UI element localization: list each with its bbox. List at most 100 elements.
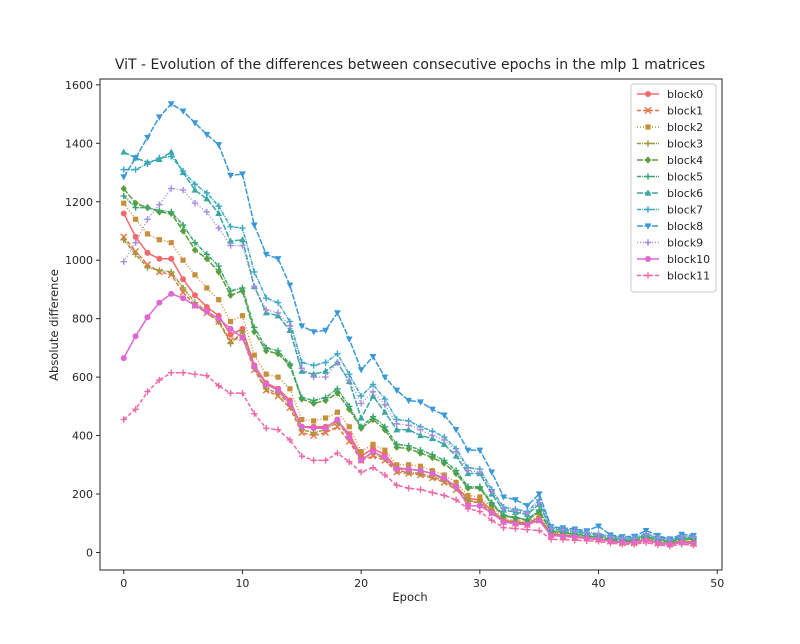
- data-point-block9: [239, 242, 246, 249]
- data-point-block6: [120, 148, 128, 155]
- data-point-block5: [120, 192, 127, 200]
- data-point-block8: [155, 114, 163, 121]
- data-point-block9: [156, 201, 163, 208]
- data-point-block4: [334, 389, 341, 397]
- x-tick-label: 10: [235, 577, 249, 590]
- data-point-block7: [215, 202, 222, 210]
- legend-swatch-marker: [644, 223, 652, 230]
- data-point-block9: [357, 400, 365, 407]
- data-point-block7: [120, 166, 127, 173]
- legend-swatch-marker: [645, 256, 651, 262]
- data-point-block2: [121, 200, 127, 206]
- legend-label: block5: [667, 171, 703, 184]
- legend-swatch-marker: [644, 239, 652, 246]
- data-point-block5: [476, 483, 484, 490]
- data-point-block11: [535, 527, 543, 534]
- data-point-block11: [654, 541, 662, 549]
- data-point-block10: [417, 467, 424, 474]
- data-point-block8: [179, 108, 187, 115]
- data-point-block11: [524, 526, 531, 533]
- data-point-block2: [299, 416, 305, 423]
- legend-item-block5: block5: [637, 171, 703, 184]
- data-point-block7: [322, 359, 329, 366]
- data-point-block10: [441, 474, 448, 481]
- data-point-block2: [180, 257, 186, 263]
- data-point-block10: [275, 387, 282, 394]
- data-point-block2: [382, 447, 388, 453]
- legend-swatch-marker: [645, 91, 651, 97]
- data-point-block9: [405, 422, 412, 429]
- series-block1: [120, 233, 698, 548]
- plot-frame: [99, 78, 723, 571]
- y-tick-label: 1000: [65, 254, 93, 267]
- data-point-block10: [500, 518, 507, 525]
- data-point-block2: [358, 449, 364, 455]
- data-point-block11: [381, 471, 389, 479]
- data-point-block2: [216, 297, 222, 303]
- data-point-block5: [334, 385, 341, 392]
- data-point-block7: [239, 224, 246, 232]
- data-point-block11: [144, 388, 151, 395]
- data-point-block11: [405, 484, 412, 492]
- data-point-block9: [369, 388, 377, 395]
- data-point-block6: [452, 452, 460, 459]
- data-point-block11: [441, 492, 448, 499]
- data-point-block10: [559, 533, 566, 540]
- data-point-block9: [203, 208, 211, 216]
- data-point-block5: [179, 221, 187, 229]
- data-point-block7: [357, 392, 365, 400]
- legend-label: block8: [667, 220, 703, 233]
- data-point-block8: [262, 251, 270, 258]
- legend-item-block9: block9: [637, 237, 703, 250]
- x-tick-label: 40: [592, 577, 606, 590]
- data-point-block10: [429, 470, 436, 477]
- data-point-block5: [322, 394, 329, 401]
- series-block5: [120, 192, 697, 545]
- data-point-block8: [476, 447, 484, 454]
- legend-item-block10: block10: [637, 253, 710, 266]
- data-point-block8: [440, 412, 448, 419]
- data-point-block2: [275, 374, 281, 380]
- data-point-block3: [132, 251, 139, 258]
- data-point-block8: [120, 174, 128, 181]
- data-point-block10: [298, 423, 305, 430]
- data-point-block5: [251, 324, 258, 331]
- data-point-block6: [417, 431, 424, 439]
- data-point-block5: [227, 287, 234, 295]
- y-tick-label: 0: [86, 546, 93, 559]
- data-point-block9: [571, 527, 579, 535]
- data-point-block4: [251, 328, 258, 336]
- data-point-block9: [417, 426, 424, 433]
- data-point-block11: [286, 436, 294, 444]
- data-point-block6: [239, 236, 246, 243]
- data-point-block8: [464, 447, 472, 454]
- data-point-block11: [322, 457, 329, 464]
- data-point-block3: [168, 268, 175, 276]
- legend-swatch-marker: [644, 206, 652, 213]
- series-line-block6: [123, 151, 694, 542]
- data-point-block10: [346, 434, 353, 441]
- data-point-block8: [334, 310, 341, 317]
- data-point-block5: [298, 394, 305, 401]
- data-point-block5: [286, 360, 294, 368]
- data-point-block5: [369, 413, 377, 420]
- data-point-block9: [441, 436, 448, 444]
- data-point-block9: [583, 529, 590, 537]
- data-point-block11: [619, 541, 626, 548]
- data-point-block2: [417, 463, 424, 469]
- legend-label: block0: [667, 88, 703, 101]
- data-point-block10: [393, 466, 400, 473]
- data-point-block8: [167, 101, 175, 108]
- data-point-block0: [156, 255, 163, 262]
- data-point-block9: [464, 467, 472, 474]
- data-point-block6: [191, 186, 199, 193]
- legend: block0 block1 block2 block3 block4 block5 bloc…: [630, 83, 717, 293]
- legend-label: block4: [667, 154, 703, 167]
- data-point-block11: [464, 505, 472, 512]
- data-point-block10: [548, 532, 555, 539]
- data-point-block7: [262, 294, 270, 302]
- data-point-block8: [345, 336, 353, 343]
- data-point-block4: [120, 184, 127, 193]
- data-point-block11: [310, 457, 317, 464]
- data-point-block10: [370, 448, 377, 455]
